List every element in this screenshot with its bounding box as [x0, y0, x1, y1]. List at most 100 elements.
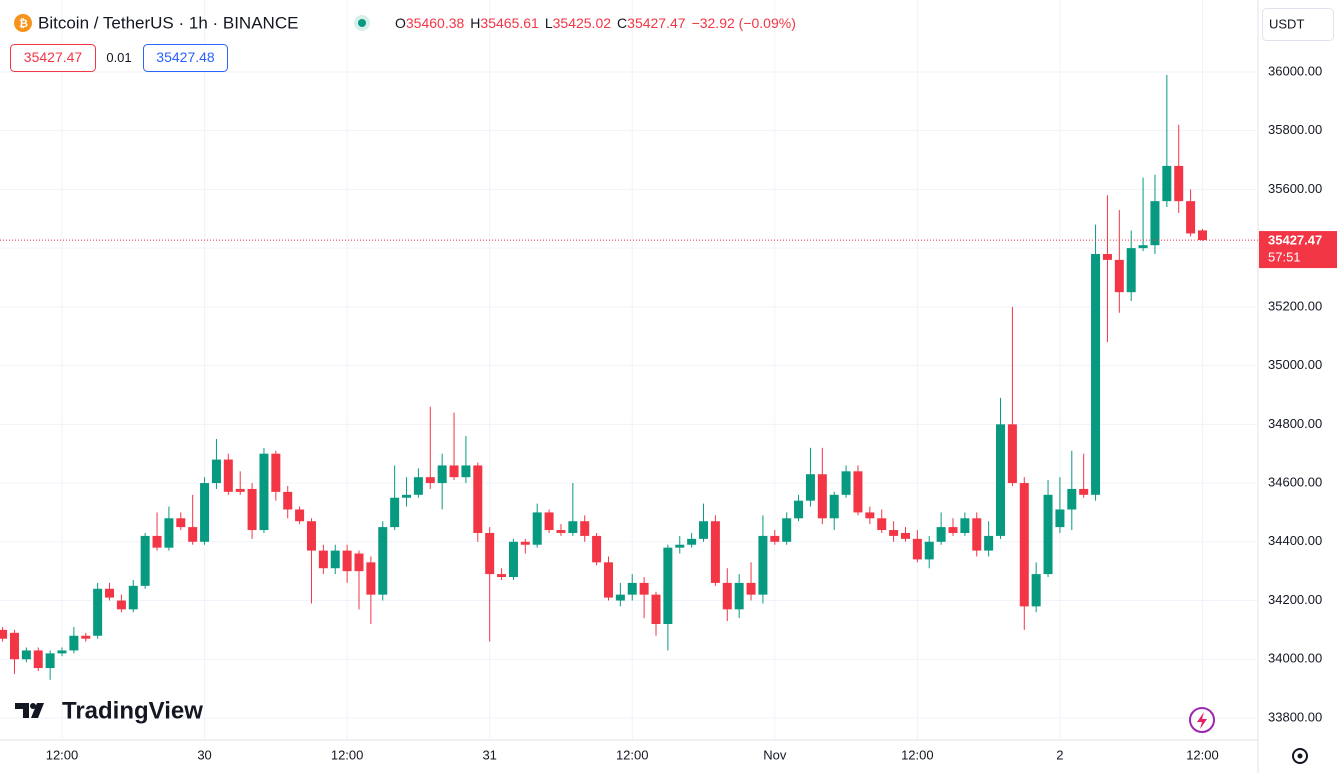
- candle-body: [342, 550, 352, 572]
- bid-box[interactable]: [10, 44, 96, 72]
- x-tick-label: 12:00: [901, 747, 934, 762]
- candle-body: [508, 541, 518, 578]
- candle-body: [841, 471, 851, 495]
- candle-body: [556, 530, 566, 533]
- x-tick-label: 12:00: [1186, 747, 1219, 762]
- candle-body: [57, 650, 67, 654]
- candle-body: [235, 488, 245, 492]
- candle-body: [1007, 424, 1017, 484]
- y-tick-label: 35800.00: [1268, 122, 1322, 137]
- status-dot: [358, 19, 366, 27]
- candles: [0, 74, 1207, 680]
- candle-body: [116, 600, 126, 610]
- ohlc-value: 35460.38: [406, 15, 465, 31]
- candle-body: [544, 512, 554, 531]
- brand-logo: TradingView: [15, 697, 203, 724]
- x-tick-label: 30: [197, 747, 211, 762]
- candle-body: [283, 491, 293, 510]
- candle-body: [306, 521, 316, 551]
- ohlc-value: 35425.02: [553, 15, 612, 31]
- ohlc-letter: C: [617, 15, 627, 31]
- ask: 35427.48: [156, 49, 215, 65]
- ohlc-letter: H: [470, 15, 480, 31]
- candle-body: [105, 588, 115, 598]
- currency-button[interactable]: [1262, 8, 1334, 41]
- candle-body: [9, 632, 19, 660]
- candle-body: [295, 509, 305, 522]
- candle-body: [1126, 248, 1136, 293]
- x-tick-label: Nov: [763, 747, 787, 762]
- x-tick-label: 12:00: [46, 747, 79, 762]
- candle-body: [378, 527, 388, 595]
- x-tick-label: 2: [1056, 747, 1063, 762]
- y-tick-label: 35600.00: [1268, 181, 1322, 196]
- candle-body: [402, 494, 412, 498]
- candle-body: [1138, 245, 1148, 249]
- candle-body: [93, 588, 103, 636]
- candle-body: [996, 424, 1006, 536]
- candle-body: [924, 541, 934, 560]
- candle-body: [936, 527, 946, 542]
- candle-body: [782, 518, 792, 542]
- logo-dot: [30, 703, 36, 709]
- currency: USDT: [1269, 16, 1304, 31]
- candle-body: [223, 459, 233, 492]
- y-tick-label: 34600.00: [1268, 474, 1322, 489]
- candle-body: [1162, 165, 1172, 202]
- candle-body: [140, 535, 150, 586]
- alert-icon[interactable]: [1189, 707, 1215, 733]
- bid: 35427.47: [24, 49, 83, 65]
- candle-body: [354, 553, 364, 572]
- candle-body: [972, 518, 982, 551]
- candle-body: [912, 538, 922, 560]
- x-tick-label: 12:00: [331, 747, 364, 762]
- candle-body: [485, 532, 495, 575]
- countdown: 57:51: [1268, 250, 1301, 265]
- candle-body: [330, 550, 340, 569]
- candle-body: [710, 521, 720, 583]
- candle-body: [128, 585, 138, 610]
- candle-body: [639, 582, 649, 595]
- x-tick-label: 12:00: [616, 747, 649, 762]
- y-tick-label: 35200.00: [1268, 298, 1322, 313]
- candle-body: [461, 465, 471, 478]
- candle-body: [603, 562, 613, 598]
- y-tick-label: 34200.00: [1268, 592, 1322, 607]
- candle-body: [1102, 254, 1112, 260]
- candle-body: [877, 518, 887, 531]
- y-tick-label: 35000.00: [1268, 357, 1322, 372]
- candle-body: [1114, 259, 1124, 293]
- candle-body: [1091, 254, 1101, 495]
- candle-body: [1043, 494, 1053, 575]
- y-tick-label: 33800.00: [1268, 709, 1322, 724]
- candle-body: [675, 544, 685, 548]
- candle-body: [960, 518, 970, 533]
- ohlc-value: 35465.61: [480, 15, 539, 31]
- candle-body: [437, 465, 447, 484]
- coin-icon: [14, 14, 32, 32]
- spread: 0.01: [106, 50, 131, 65]
- brand-name: TradingView: [62, 697, 203, 724]
- ohlc-letter: O: [395, 15, 406, 31]
- settings-icon[interactable]: [1292, 748, 1308, 764]
- candle-body: [1150, 201, 1160, 246]
- candle-body: [425, 477, 435, 484]
- candle-body: [699, 521, 709, 539]
- ask-box[interactable]: [143, 44, 228, 72]
- candle-body: [473, 465, 483, 533]
- candle-body: [200, 483, 210, 542]
- candle-body: [687, 538, 697, 545]
- x-tick-label: 31: [482, 747, 496, 762]
- candle-body: [817, 474, 827, 519]
- candle-body: [1186, 201, 1196, 234]
- candle-body: [853, 471, 863, 513]
- y-tick-label: 36000.00: [1268, 63, 1322, 78]
- candle-body: [746, 582, 756, 595]
- candle-body: [520, 541, 530, 545]
- candle-body: [69, 635, 79, 651]
- candle-body: [271, 453, 281, 492]
- candle-body: [152, 535, 162, 548]
- candle-body: [1174, 165, 1184, 202]
